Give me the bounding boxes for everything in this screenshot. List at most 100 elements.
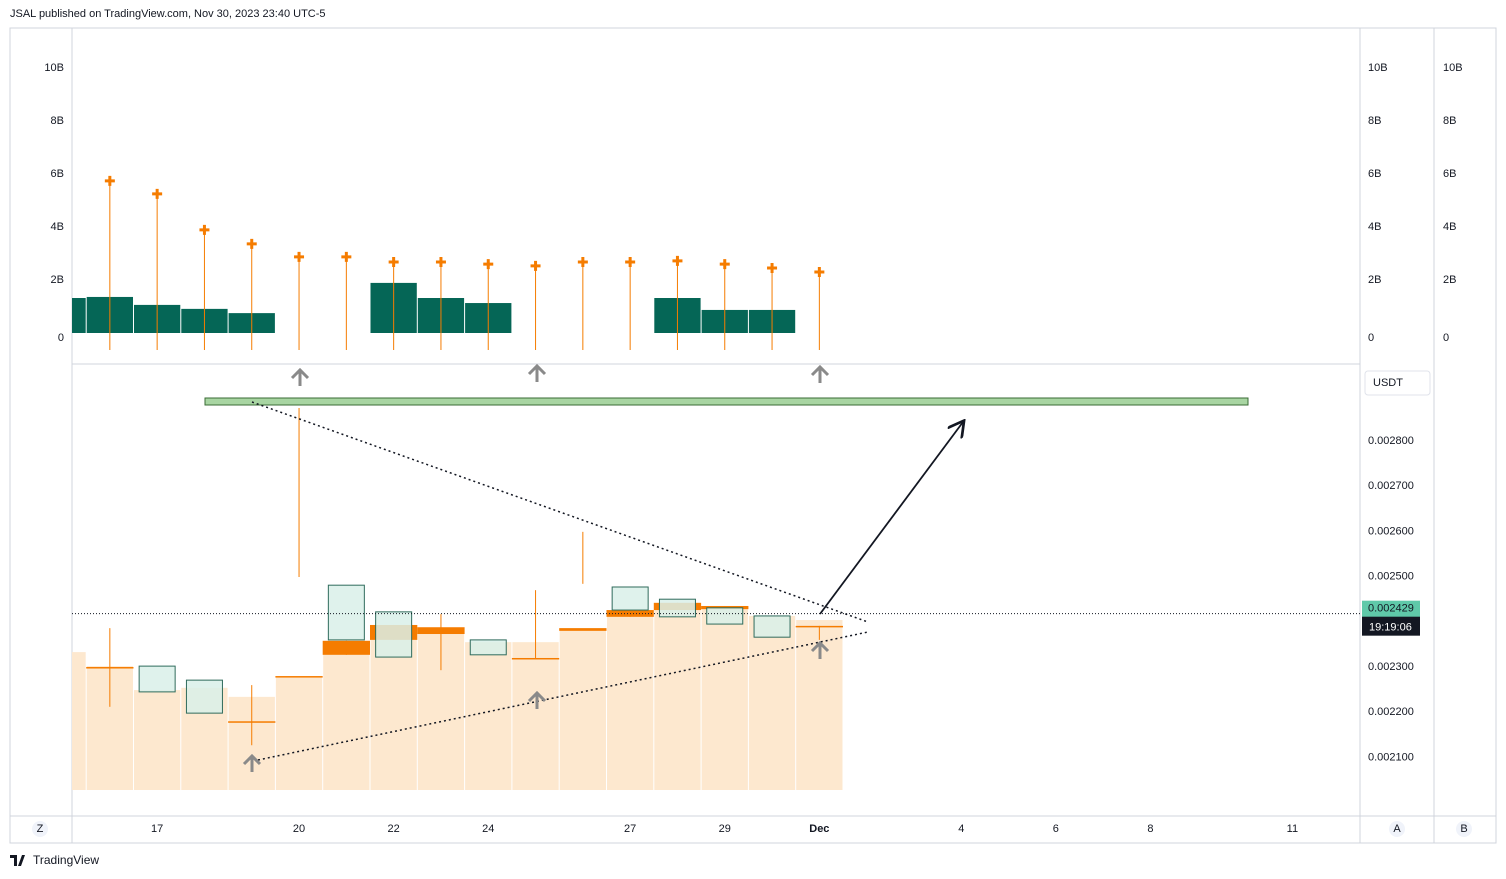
y-tick-label: 0 bbox=[1368, 332, 1374, 344]
button[interactable] bbox=[1456, 821, 1472, 837]
y-tick-label: 0.002800 bbox=[1368, 435, 1414, 447]
y-tick-label: 10B bbox=[1443, 62, 1463, 74]
lollipop-marker bbox=[672, 255, 683, 266]
y-tick-label: 6B bbox=[1443, 168, 1456, 180]
column bbox=[606, 615, 654, 790]
column bbox=[72, 652, 86, 790]
countdown: 19:19:06 bbox=[1369, 622, 1412, 634]
up-arrow bbox=[810, 640, 830, 659]
y-tick-label: 8B bbox=[1368, 115, 1381, 127]
column bbox=[559, 628, 606, 790]
y-tick-label: 2B bbox=[51, 274, 64, 286]
signals bbox=[242, 363, 830, 772]
y-tick-label: 0.002200 bbox=[1368, 706, 1414, 718]
column bbox=[133, 690, 181, 790]
up-arrow bbox=[527, 363, 547, 382]
x-tick-label: 20 bbox=[293, 823, 305, 835]
x-tick-label: 29 bbox=[719, 823, 731, 835]
box bbox=[658, 598, 696, 618]
footer: TradingView bbox=[33, 853, 99, 867]
frame bbox=[9, 27, 1497, 844]
plot bbox=[72, 175, 844, 790]
x-tick-label: 8 bbox=[1147, 823, 1153, 835]
column bbox=[654, 605, 701, 790]
y-tick-label: 0 bbox=[1443, 332, 1449, 344]
lollipop-marker bbox=[104, 175, 115, 186]
volume-bar bbox=[72, 298, 86, 333]
lollipop-marker bbox=[483, 259, 494, 270]
y-tick-label: 0.002300 bbox=[1368, 661, 1414, 673]
countdown-box bbox=[1362, 619, 1420, 636]
up-arrow bbox=[810, 364, 830, 383]
column bbox=[370, 639, 417, 790]
last-price-label: 0.002429 bbox=[1368, 603, 1414, 615]
lollipop-marker bbox=[530, 260, 541, 271]
y-tick-label: 0.002100 bbox=[1368, 751, 1414, 763]
lollipop-marker bbox=[294, 251, 305, 262]
y-tick-label: 0.002500 bbox=[1368, 571, 1414, 583]
lollipop-marker bbox=[388, 256, 399, 267]
box bbox=[611, 586, 649, 611]
y-tick-label: 0 bbox=[58, 332, 64, 344]
x-tick-label: 4 bbox=[958, 823, 964, 835]
lollipop-marker bbox=[435, 256, 446, 267]
candle-body bbox=[86, 667, 134, 669]
y-tick-label: 2B bbox=[1368, 274, 1381, 286]
box bbox=[138, 665, 176, 693]
candle-body bbox=[417, 627, 465, 635]
candle-body bbox=[322, 640, 370, 655]
box bbox=[185, 679, 223, 714]
unit: USDT bbox=[1373, 377, 1403, 389]
y-tick-label: 2B bbox=[1443, 274, 1456, 286]
column bbox=[512, 642, 559, 790]
box bbox=[327, 584, 365, 641]
lollipop-marker bbox=[341, 251, 352, 262]
x-tick-label: 22 bbox=[388, 823, 400, 835]
box bbox=[469, 639, 507, 656]
x-tick-label: 24 bbox=[482, 823, 494, 835]
up-arrow bbox=[290, 367, 310, 386]
trend-line bbox=[257, 631, 869, 761]
lollipop-marker bbox=[625, 256, 636, 267]
lollipop-marker bbox=[719, 259, 730, 270]
lollipop-marker bbox=[199, 224, 210, 235]
y-tick-label: 10B bbox=[1368, 62, 1388, 74]
lollipop-marker bbox=[767, 263, 778, 274]
last-price-tag bbox=[1362, 600, 1420, 617]
lollipop-marker bbox=[246, 238, 257, 249]
y-tick-label: 4B bbox=[51, 221, 64, 233]
column bbox=[275, 676, 323, 790]
up-arrow bbox=[527, 690, 547, 709]
button[interactable] bbox=[1389, 821, 1405, 837]
up-arrow bbox=[242, 753, 262, 772]
y-tick-label: 4B bbox=[1368, 221, 1381, 233]
y-tick-label: 10B bbox=[44, 62, 64, 74]
x-tick-label: 11 bbox=[1287, 823, 1298, 835]
lollipop-marker bbox=[577, 256, 588, 267]
button-label[interactable]: Z bbox=[37, 823, 44, 835]
y-tick-label: 0.002600 bbox=[1368, 525, 1414, 537]
logo bbox=[10, 855, 25, 866]
box bbox=[375, 611, 413, 658]
y-tick-label: 6B bbox=[51, 168, 64, 180]
y-tick-label: 4B bbox=[1443, 221, 1456, 233]
candle-body bbox=[228, 721, 276, 723]
unit-box bbox=[1364, 370, 1431, 396]
column bbox=[748, 615, 796, 790]
zone bbox=[204, 397, 1249, 406]
column bbox=[701, 606, 748, 790]
y-tick-label: 8B bbox=[51, 115, 64, 127]
column bbox=[323, 649, 370, 790]
y-tick-label: 8B bbox=[1443, 115, 1456, 127]
y-tick-label: 6B bbox=[1368, 168, 1381, 180]
x-tick-label: 6 bbox=[1053, 823, 1059, 835]
candle-body bbox=[559, 628, 607, 631]
button-label[interactable]: A bbox=[1393, 823, 1401, 835]
button[interactable] bbox=[32, 821, 48, 837]
x-tick-label: Dec bbox=[809, 823, 829, 835]
column bbox=[465, 642, 512, 790]
drawings bbox=[204, 363, 1249, 772]
button-label[interactable]: B bbox=[1460, 823, 1467, 835]
